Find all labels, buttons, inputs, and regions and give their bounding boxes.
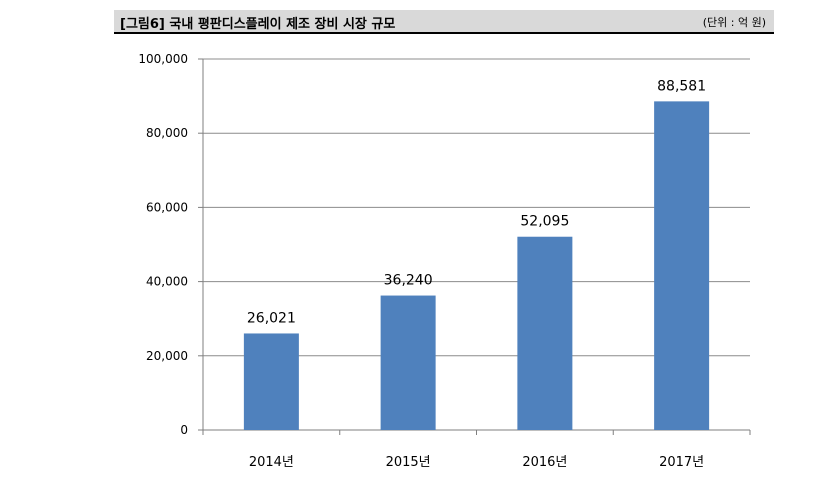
data-label: 26,021 bbox=[247, 310, 296, 326]
y-tick-label: 80,000 bbox=[146, 126, 188, 140]
x-tick-label: 2016년 bbox=[522, 455, 567, 470]
y-tick-label: 60,000 bbox=[146, 200, 188, 214]
unit-label: (단위 : 억 원) bbox=[702, 16, 766, 29]
y-tick-label: 40,000 bbox=[146, 275, 188, 289]
figure-header: [그림6] 국내 평판디스플레이 제조 장비 시장 규모 (단위 : 억 원) bbox=[114, 10, 774, 34]
data-label: 52,095 bbox=[520, 214, 569, 230]
x-tick-label: 2015년 bbox=[386, 455, 431, 470]
chart-title: [그림6] 국내 평판디스플레이 제조 장비 시장 규모 bbox=[120, 17, 396, 32]
bar bbox=[243, 333, 299, 430]
bar bbox=[654, 101, 710, 430]
y-tick-label: 20,000 bbox=[146, 349, 188, 363]
bar bbox=[380, 295, 436, 430]
data-label: 88,581 bbox=[657, 78, 706, 94]
bar bbox=[517, 236, 573, 430]
x-tick-label: 2014년 bbox=[249, 455, 294, 470]
data-label: 36,240 bbox=[384, 273, 433, 289]
y-tick-label: 0 bbox=[180, 423, 188, 437]
y-tick-label: 100,000 bbox=[138, 52, 188, 66]
x-tick-label: 2017년 bbox=[659, 455, 704, 470]
